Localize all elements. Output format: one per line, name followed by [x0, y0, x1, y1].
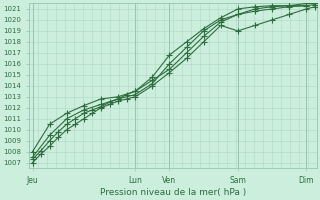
- X-axis label: Pression niveau de la mer( hPa ): Pression niveau de la mer( hPa ): [100, 188, 246, 197]
